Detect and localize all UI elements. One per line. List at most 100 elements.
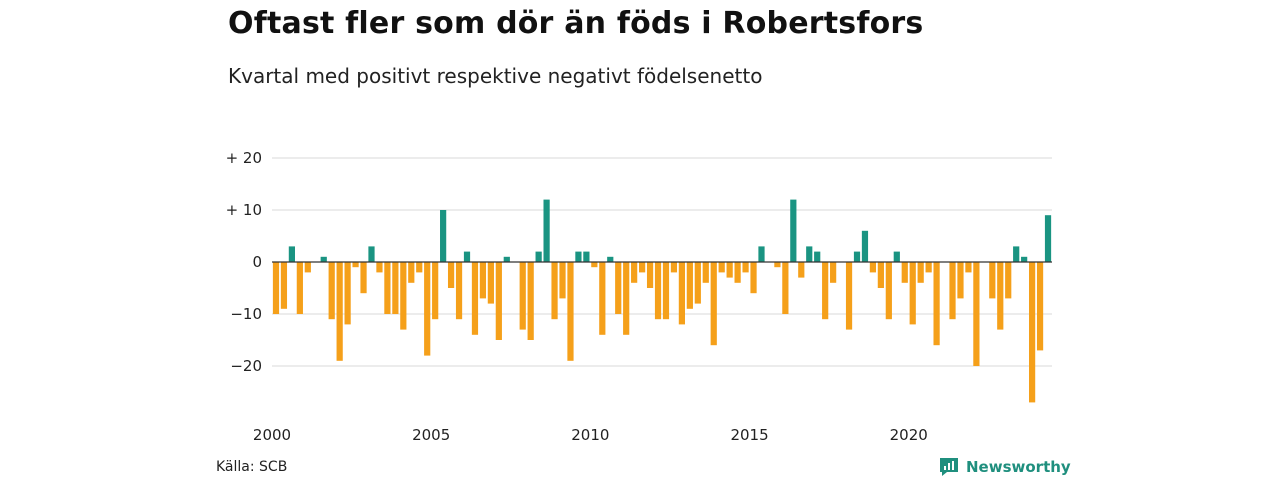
bar (917, 262, 924, 283)
x-tick-label: 2020 (890, 426, 928, 444)
bar (662, 262, 670, 320)
bar (328, 262, 335, 320)
bar (440, 210, 447, 262)
bar (1036, 262, 1044, 351)
bar (869, 262, 877, 273)
brand-logo[interactable]: Newsworthy (938, 456, 1071, 478)
bar (798, 262, 805, 278)
bar (845, 262, 853, 330)
bar (742, 262, 749, 273)
bar (272, 262, 280, 314)
bar (885, 262, 892, 320)
bar (615, 262, 622, 314)
bar (734, 262, 741, 283)
y-tick-label: −20 (230, 357, 262, 375)
bar (344, 262, 351, 325)
bar (909, 262, 916, 325)
bar (591, 262, 598, 268)
bar (424, 262, 431, 356)
bar (352, 262, 359, 268)
bar (646, 262, 654, 288)
bar (503, 256, 510, 262)
bar (543, 199, 550, 262)
newsworthy-icon (940, 458, 958, 476)
x-tick-label: 2010 (571, 426, 609, 444)
bar (997, 262, 1004, 330)
bar (376, 262, 383, 273)
bar (814, 251, 821, 262)
bar (416, 262, 423, 273)
x-tick-label: 2015 (730, 426, 768, 444)
bar (631, 262, 638, 283)
bar (368, 246, 375, 262)
bar (806, 246, 813, 262)
y-tick-label: −10 (230, 305, 262, 323)
y-axis-ticks: + 20 + 10 0 −10 −20 (226, 149, 262, 375)
bar (639, 262, 646, 273)
bar (893, 251, 900, 262)
bar (304, 262, 311, 273)
bar (957, 262, 964, 299)
bar (1005, 262, 1012, 299)
bar (1029, 262, 1036, 403)
bar (933, 262, 940, 346)
bar (1044, 215, 1052, 262)
bar (288, 246, 295, 262)
bar (447, 262, 455, 288)
x-axis-ticks: 2000 2005 2010 2015 2020 (253, 426, 928, 444)
brand-name: Newsworthy (966, 458, 1071, 476)
bar (718, 262, 725, 273)
bar (965, 262, 972, 273)
bar (782, 262, 789, 314)
bar (623, 262, 630, 335)
bar (336, 262, 343, 361)
y-tick-label: 0 (252, 253, 262, 271)
bar (989, 262, 996, 299)
bar (790, 199, 797, 262)
bar (686, 262, 693, 309)
bars (272, 199, 1052, 403)
bar (1021, 256, 1028, 262)
bar (296, 262, 303, 314)
bar (392, 262, 399, 314)
y-tick-label: + 20 (226, 149, 262, 167)
chart-subtitle: Kvartal med positivt respektive negativt… (228, 64, 763, 88)
bar (599, 262, 606, 335)
bar (822, 262, 829, 320)
bar (527, 262, 534, 340)
bar (455, 262, 463, 320)
grid-lines (272, 157, 1052, 367)
source-note: Källa: SCB (216, 459, 288, 475)
bar (853, 251, 861, 262)
bar (694, 262, 701, 304)
bar (559, 262, 566, 299)
bar (519, 262, 526, 330)
bar (607, 256, 614, 262)
x-tick-label: 2000 (253, 426, 291, 444)
x-tick-label: 2005 (412, 426, 450, 444)
bar (535, 251, 542, 262)
bar (702, 262, 709, 283)
bar (758, 246, 765, 262)
bar (830, 262, 837, 283)
bar (678, 262, 685, 325)
bar (408, 262, 415, 283)
bar (280, 262, 288, 309)
bar (654, 262, 662, 320)
bar (432, 262, 439, 320)
bar (1013, 246, 1020, 262)
y-tick-label: + 10 (226, 201, 262, 219)
chart-title: Oftast fler som dör än föds i Robertsfor… (228, 6, 924, 41)
bar (471, 262, 479, 335)
bar (495, 262, 502, 340)
bar (925, 262, 932, 273)
bar (479, 262, 487, 299)
bar (861, 230, 869, 262)
bar (567, 262, 574, 361)
bar (384, 262, 391, 314)
bar (877, 262, 884, 288)
bar (750, 262, 757, 294)
bar (774, 262, 781, 268)
bar (710, 262, 717, 346)
